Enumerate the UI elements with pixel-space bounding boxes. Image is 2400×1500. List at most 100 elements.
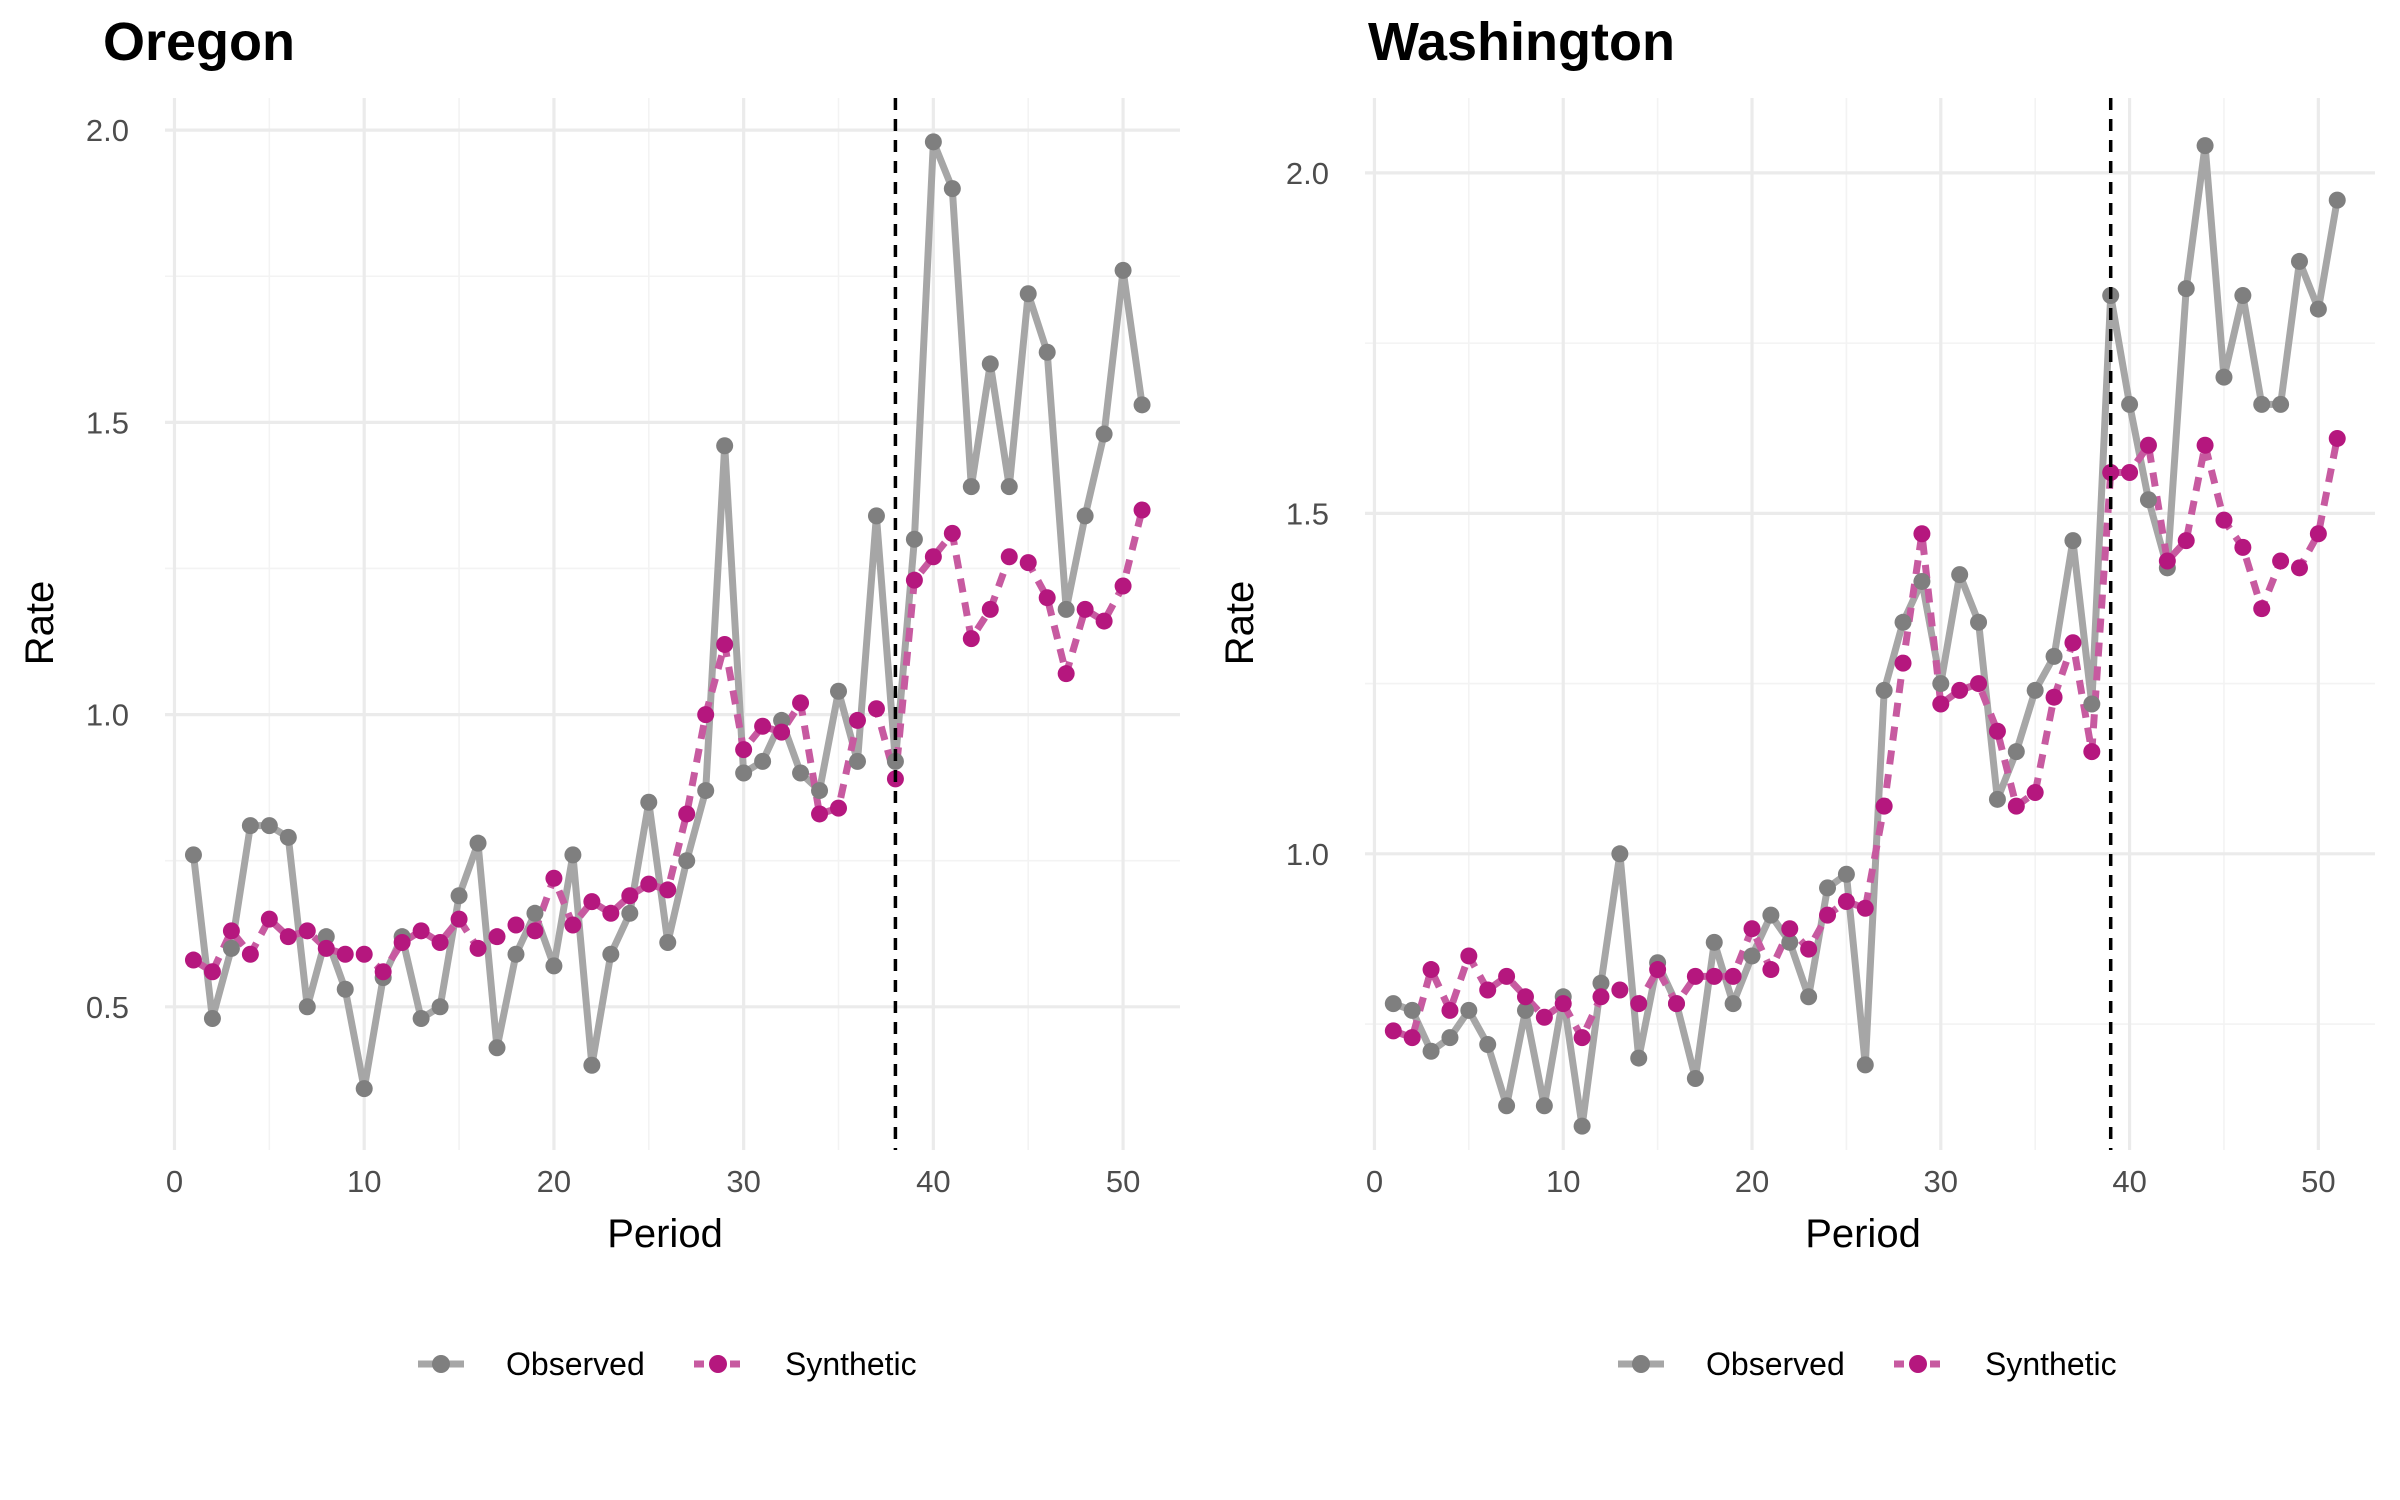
synthetic-point bbox=[469, 939, 487, 957]
observed-point bbox=[943, 180, 961, 198]
legend-observed-point bbox=[1632, 1355, 1650, 1373]
synthetic-point bbox=[1819, 906, 1837, 924]
observed-point bbox=[2045, 647, 2063, 665]
observed-point bbox=[2253, 395, 2271, 413]
y-tick-label: 2.0 bbox=[86, 113, 129, 148]
observed-point bbox=[222, 939, 240, 957]
observed-point bbox=[2083, 695, 2101, 713]
observed-point bbox=[2272, 395, 2290, 413]
observed-point bbox=[1403, 1001, 1421, 1019]
legend-observed-label: Observed bbox=[1706, 1346, 1845, 1382]
observed-point bbox=[981, 355, 999, 373]
observed-point bbox=[2215, 368, 2233, 386]
synthetic-point bbox=[2045, 688, 2063, 706]
washington-panel: Washington 0 10 20 30 40 50 1.01.52.0 Period … bbox=[1218, 12, 2375, 1382]
oregon-x-ticks: 0 10 20 30 40 50 bbox=[166, 1164, 1140, 1199]
observed-point bbox=[2139, 491, 2157, 509]
oregon-grid bbox=[165, 98, 1180, 1150]
synthetic-point bbox=[2139, 436, 2157, 454]
synthetic-point bbox=[488, 928, 506, 946]
synthetic-point bbox=[1019, 554, 1037, 572]
x-tick-label: 30 bbox=[726, 1164, 760, 1199]
observed-point bbox=[1000, 478, 1018, 496]
synthetic-point bbox=[1762, 961, 1780, 979]
synthetic-point bbox=[867, 700, 885, 718]
observed-point bbox=[697, 782, 715, 800]
observed-point bbox=[1837, 865, 1855, 883]
legend-observed-point bbox=[432, 1355, 450, 1373]
synthetic-point bbox=[1894, 654, 1912, 672]
observed-point bbox=[2309, 300, 2327, 318]
observed-point bbox=[848, 752, 866, 770]
observed-point bbox=[2177, 280, 2195, 298]
synthetic-point bbox=[2290, 559, 2308, 577]
synthetic-point bbox=[1611, 981, 1629, 999]
observed-point bbox=[1630, 1049, 1648, 1067]
synthetic-point bbox=[1800, 940, 1818, 958]
observed-point bbox=[1611, 845, 1629, 863]
observed-point bbox=[1422, 1042, 1440, 1060]
observed-point bbox=[507, 945, 525, 963]
synthetic-point bbox=[716, 635, 734, 653]
synthetic-point bbox=[981, 600, 999, 618]
observed-point bbox=[1573, 1117, 1591, 1135]
observed-point bbox=[1498, 1097, 1516, 1115]
observed-point bbox=[1762, 906, 1780, 924]
observed-point bbox=[1743, 947, 1761, 965]
observed-point bbox=[1095, 425, 1113, 443]
observed-point bbox=[773, 711, 791, 729]
observed-point bbox=[469, 834, 487, 852]
observed-point bbox=[1038, 343, 1056, 361]
x-tick-label: 0 bbox=[1366, 1164, 1383, 1199]
legend-synthetic-label: Synthetic bbox=[1985, 1346, 2117, 1382]
synthetic-point bbox=[2102, 463, 2120, 481]
synthetic-point bbox=[545, 869, 563, 887]
legend-observed-key bbox=[418, 1355, 464, 1373]
synthetic-point bbox=[260, 910, 278, 928]
synthetic-point bbox=[1856, 899, 1874, 917]
synthetic-point bbox=[1573, 1029, 1591, 1047]
observed-point bbox=[1800, 988, 1818, 1006]
observed-point bbox=[583, 1056, 601, 1074]
synthetic-point bbox=[1913, 525, 1931, 543]
legend-observed-key bbox=[1618, 1355, 1664, 1373]
synthetic-point bbox=[830, 799, 848, 817]
synthetic-point bbox=[1403, 1029, 1421, 1047]
synthetic-point bbox=[355, 945, 373, 963]
synthetic-point bbox=[564, 916, 582, 934]
observed-point bbox=[2064, 532, 2082, 550]
synthetic-point bbox=[2196, 436, 2214, 454]
observed-point bbox=[1819, 879, 1837, 897]
observed-point bbox=[317, 928, 335, 946]
x-tick-label: 20 bbox=[1735, 1164, 1769, 1199]
observed-point bbox=[1932, 675, 1950, 693]
y-tick-label: 1.0 bbox=[86, 698, 129, 733]
observed-point bbox=[1988, 790, 2006, 808]
oregon-title: Oregon bbox=[103, 12, 295, 72]
observed-point bbox=[659, 934, 677, 952]
x-tick-label: 40 bbox=[916, 1164, 950, 1199]
synthetic-point bbox=[1057, 665, 1075, 683]
synthetic-point bbox=[1724, 967, 1742, 985]
observed-point bbox=[2290, 252, 2308, 270]
observed-point bbox=[830, 682, 848, 700]
synthetic-point bbox=[697, 706, 715, 724]
synthetic-point bbox=[943, 524, 961, 542]
observed-point bbox=[1781, 933, 1799, 951]
observed-point bbox=[1724, 995, 1742, 1013]
synthetic-point bbox=[811, 805, 829, 823]
synthetic-point bbox=[526, 922, 544, 940]
synthetic-point bbox=[735, 741, 753, 759]
y-tick-label: 0.5 bbox=[86, 990, 129, 1025]
washington-series bbox=[1384, 137, 2346, 1135]
synthetic-point bbox=[1743, 920, 1761, 938]
y-tick-label: 1.5 bbox=[1286, 496, 1329, 531]
x-tick-label: 50 bbox=[1106, 1164, 1140, 1199]
synthetic-point bbox=[905, 571, 923, 589]
observed-point bbox=[640, 793, 658, 811]
observed-point bbox=[545, 957, 563, 975]
synthetic-point bbox=[1951, 681, 1969, 699]
synthetic-point bbox=[298, 922, 316, 940]
